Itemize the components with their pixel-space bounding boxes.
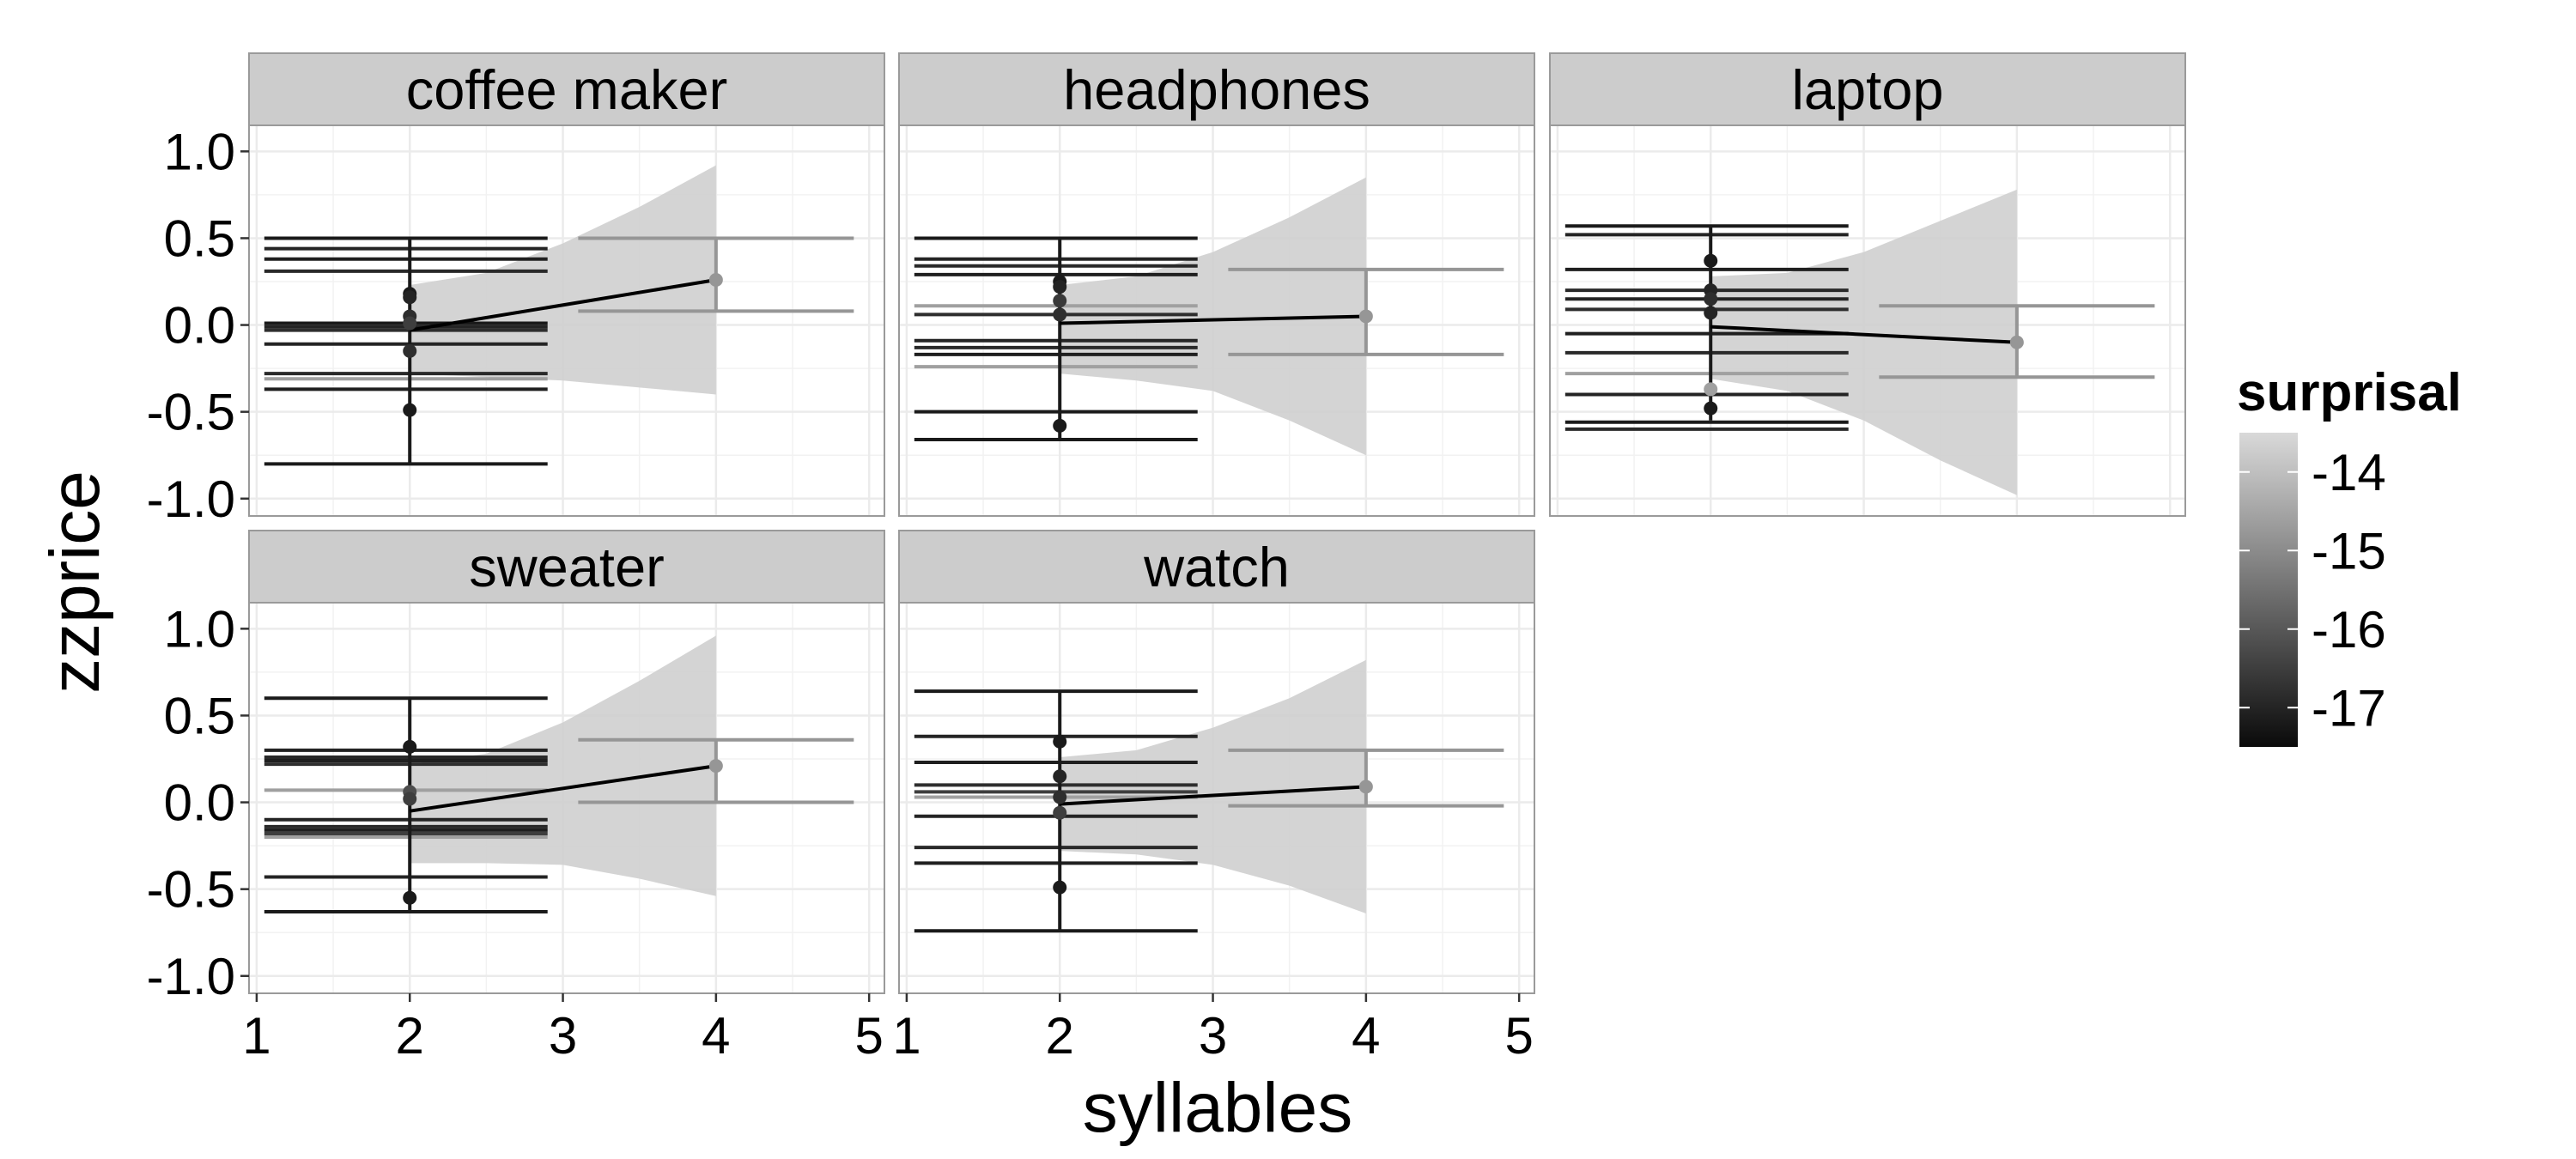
y-tick-label: 0.0 — [164, 297, 235, 355]
data-point — [1053, 880, 1067, 895]
data-point — [708, 759, 723, 774]
data-point — [1358, 309, 1373, 324]
legend-tick-label: -17 — [2312, 679, 2386, 737]
x-tick-label: 1 — [892, 1007, 920, 1065]
x-tick-label: 1 — [242, 1007, 270, 1065]
data-point — [403, 343, 417, 358]
data-point — [403, 739, 417, 754]
data-point — [1704, 382, 1718, 397]
confidence-ribbon — [1710, 189, 2017, 495]
data-point — [1053, 307, 1067, 322]
data-point — [1053, 790, 1067, 804]
panel-border — [1549, 124, 2186, 517]
facet-strip — [898, 530, 1535, 604]
confidence-ribbon — [1060, 659, 1366, 913]
y-tick-label: 0.5 — [164, 209, 235, 267]
facet-sweater: sweater — [248, 530, 885, 994]
panel-border — [248, 602, 885, 994]
y-tick-label: 1.0 — [164, 600, 235, 658]
facet-strip-label: watch — [1143, 536, 1290, 598]
legend-ticks: -14 -15 -16 -17 — [2239, 444, 2386, 737]
fit-line — [409, 278, 717, 332]
data-point — [2009, 335, 2024, 349]
y-tick-label: 1.0 — [164, 123, 235, 180]
data-point — [403, 792, 417, 806]
facet-strip — [248, 530, 885, 604]
facet-laptop: laptop — [1549, 52, 2186, 517]
legend-tick-label: -14 — [2312, 444, 2386, 501]
confidence-ribbon — [410, 165, 716, 395]
data-point — [403, 290, 417, 305]
y-tick-label: -1.0 — [147, 948, 235, 1005]
facet-headphones: headphones — [898, 52, 1535, 517]
axes: 1.00.50.0-0.5-1.01.00.50.0-0.5-1.01 2 3 4 5 1… — [147, 123, 1534, 1065]
gridlines — [249, 603, 884, 993]
data-point — [1358, 780, 1373, 794]
data-point — [1704, 306, 1718, 320]
data-point — [1053, 280, 1067, 294]
data-point — [1053, 769, 1067, 784]
fit-line — [1060, 785, 1366, 806]
fit-line — [409, 764, 717, 813]
data-point — [1053, 805, 1067, 820]
panel-border — [248, 124, 885, 517]
fit-line — [1710, 325, 2017, 344]
facet-watch: watch — [898, 530, 1535, 994]
data-point — [1704, 401, 1718, 416]
legend-colorbar — [2239, 433, 2298, 747]
y-tick-label: -0.5 — [147, 384, 235, 441]
facet-panels: coffee maker headphones laptop sweater watch — [248, 52, 2186, 994]
fit-line — [1060, 314, 1366, 325]
data-point — [1704, 292, 1718, 306]
facet-strip — [1549, 52, 2186, 126]
facet-strip-label: laptop — [1791, 58, 1943, 121]
y-tick-label: -0.5 — [147, 861, 235, 919]
facet-strip — [898, 52, 1535, 126]
facet-strip-label: headphones — [1063, 58, 1370, 121]
legend-tick-label: -16 — [2312, 601, 2386, 658]
data-point — [403, 890, 417, 905]
x-tick-label: 5 — [854, 1007, 883, 1065]
panel-border — [898, 602, 1535, 994]
x-tick-label: 3 — [549, 1007, 577, 1065]
x-tick-label: 2 — [1046, 1007, 1074, 1065]
facet-strip-label: sweater — [469, 536, 665, 598]
data-point — [403, 403, 417, 417]
data-point — [403, 316, 417, 331]
data-point — [1053, 734, 1067, 749]
x-tick-label: 5 — [1504, 1007, 1533, 1065]
legend: surprisal -14 -15 -16 -17 — [2237, 363, 2462, 747]
data-point — [1704, 253, 1718, 268]
data-point — [1053, 418, 1067, 433]
confidence-ribbon — [1060, 177, 1366, 456]
x-axis-title: syllables — [1083, 1069, 1352, 1147]
facet-strip — [248, 52, 885, 126]
legend-tick-label: -15 — [2312, 522, 2386, 580]
panel-border — [898, 124, 1535, 517]
data-point — [1053, 294, 1067, 308]
y-axis-title: zzprice — [36, 470, 114, 694]
y-tick-label: 0.5 — [164, 687, 235, 744]
facet-strip-label: coffee maker — [406, 58, 728, 121]
facet-coffee-maker: coffee maker — [248, 52, 885, 517]
x-tick-label: 4 — [702, 1007, 730, 1065]
x-tick-label: 2 — [396, 1007, 424, 1065]
x-tick-label: 3 — [1199, 1007, 1227, 1065]
legend-title: surprisal — [2237, 363, 2462, 422]
y-tick-label: -1.0 — [147, 470, 235, 528]
x-tick-label: 4 — [1352, 1007, 1380, 1065]
data-point — [708, 272, 723, 287]
y-tick-label: 0.0 — [164, 774, 235, 832]
